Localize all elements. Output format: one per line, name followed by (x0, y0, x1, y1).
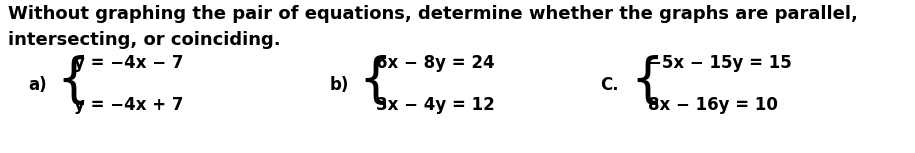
Text: −5x − 15y = 15: −5x − 15y = 15 (648, 54, 791, 72)
Text: C.: C. (600, 76, 619, 94)
Text: {: { (56, 55, 90, 107)
Text: {: { (358, 55, 392, 107)
Text: a): a) (28, 76, 47, 94)
Text: Without graphing the pair of equations, determine whether the graphs are paralle: Without graphing the pair of equations, … (8, 5, 858, 23)
Text: {: { (630, 55, 663, 107)
Text: intersecting, or coinciding.: intersecting, or coinciding. (8, 31, 281, 49)
Text: 3x − 4y = 12: 3x − 4y = 12 (376, 96, 495, 114)
Text: b): b) (330, 76, 350, 94)
Text: 6x − 8y = 24: 6x − 8y = 24 (376, 54, 495, 72)
Text: y = −4x + 7: y = −4x + 7 (74, 96, 184, 114)
Text: y = −4x − 7: y = −4x − 7 (74, 54, 184, 72)
Text: 8x − 16y = 10: 8x − 16y = 10 (648, 96, 778, 114)
